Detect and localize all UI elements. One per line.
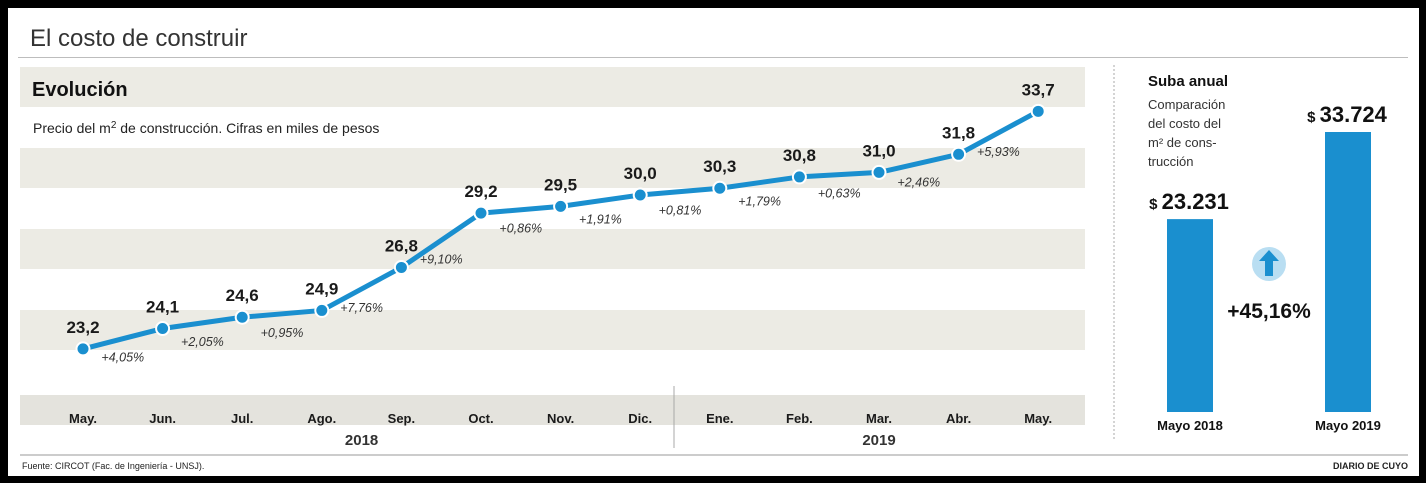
- data-point: [393, 259, 409, 275]
- data-label: 33,7: [1022, 80, 1055, 99]
- annual-subtitle-line: m² de cons-: [1148, 135, 1217, 150]
- bar-value-label: $ 33.724: [1307, 102, 1388, 127]
- x-tick-label: May.: [69, 411, 97, 426]
- bar-value-label: $ 23.231: [1149, 189, 1229, 214]
- change-label: +0,63%: [818, 187, 861, 201]
- data-label: 29,5: [544, 175, 577, 194]
- subtitle-part-1: Precio del m: [33, 120, 111, 136]
- data-point: [791, 169, 807, 185]
- change-label: +1,79%: [738, 195, 781, 209]
- data-point: [871, 164, 887, 180]
- data-point: [632, 187, 648, 203]
- data-point: [553, 198, 569, 214]
- band: [20, 67, 1085, 107]
- evolution-marks: 23,2 May. 24,1 Jun. 24,6 Jul. 24,9 Ago. 26,8 Sep.…: [66, 80, 1054, 449]
- x-tick-label: Abr.: [946, 411, 971, 426]
- data-label: 31,0: [862, 141, 895, 160]
- change-label: +9,10%: [420, 252, 463, 266]
- data-label: 31,8: [942, 123, 975, 142]
- annual-subtitle: Comparación del costo del m² de cons- tr…: [1148, 97, 1229, 169]
- x-tick-label: Mar.: [866, 411, 892, 426]
- up-arrow-icon: [1252, 247, 1286, 281]
- evolution-subtitle: Precio del m2 de construcción. Cifras en…: [33, 120, 379, 136]
- annual-subtitle-line: Comparación: [1148, 97, 1225, 112]
- change-label: +4,05%: [101, 351, 144, 365]
- data-point: [712, 180, 728, 196]
- band: [20, 229, 1085, 269]
- data-label: 30,0: [624, 164, 657, 183]
- bar: [1167, 219, 1213, 412]
- title-bar: El costo de construir: [18, 13, 1408, 58]
- bar: [1325, 132, 1371, 412]
- x-tick-label: Ago.: [307, 411, 336, 426]
- currency-symbol: $: [1307, 109, 1320, 126]
- x-tick-label: Dic.: [628, 411, 652, 426]
- annual-marks: $ 23.231 Mayo 2018 $ 33.724 Mayo 2019: [1149, 102, 1388, 433]
- data-point: [473, 205, 489, 221]
- background-bands: [20, 67, 1085, 425]
- data-label: 30,3: [703, 157, 736, 176]
- data-point: [314, 302, 330, 318]
- data-label: 30,8: [783, 146, 816, 165]
- page-title: El costo de construir: [30, 25, 248, 52]
- data-point: [234, 309, 250, 325]
- subtitle-part-2: de construcción. Cifras en miles de peso…: [116, 120, 379, 136]
- band: [20, 310, 1085, 350]
- bar-value: 23.231: [1162, 189, 1229, 214]
- data-label: 29,2: [464, 182, 497, 201]
- x-tick-label: Oct.: [468, 411, 493, 426]
- evolution-heading: Evolución: [32, 79, 128, 101]
- data-point: [1030, 103, 1046, 119]
- change-label: +0,86%: [499, 222, 542, 236]
- infographic-frame: El costo de construir Evolución Precio d…: [8, 8, 1419, 476]
- brand-name: DIARIO DE CUYO: [1333, 461, 1408, 471]
- year-label: 2019: [862, 432, 895, 449]
- data-point: [75, 341, 91, 357]
- change-label: +2,46%: [897, 175, 940, 189]
- data-label: 26,8: [385, 236, 418, 255]
- data-point: [951, 146, 967, 162]
- annual-panel: Suba anual Comparación del costo del m² …: [1148, 73, 1388, 433]
- change-label: +5,93%: [977, 145, 1020, 159]
- change-label: +1,91%: [579, 213, 622, 227]
- currency-symbol: $: [1149, 196, 1162, 213]
- data-label: 24,6: [226, 286, 259, 305]
- annual-subtitle-line: trucción: [1148, 154, 1194, 169]
- x-tick-label: Jul.: [231, 411, 253, 426]
- bar-category-label: Mayo 2019: [1315, 418, 1381, 433]
- x-tick-label: Nov.: [547, 411, 574, 426]
- up-arrow-shape: [1259, 250, 1279, 276]
- x-tick-label: Ene.: [706, 411, 733, 426]
- subtitle-superscript: 2: [111, 120, 117, 131]
- x-tick-label: Feb.: [786, 411, 813, 426]
- change-label: +0,81%: [659, 204, 702, 218]
- annual-change: +45,16%: [1227, 300, 1311, 323]
- change-label: +7,76%: [340, 301, 383, 315]
- source-note: Fuente: CIRCOT (Fac. de Ingeniería - UNS…: [22, 461, 204, 471]
- bar-category-label: Mayo 2018: [1157, 418, 1223, 433]
- data-label: 23,2: [66, 318, 99, 337]
- year-label: 2018: [345, 432, 378, 449]
- month-axis-band: [20, 395, 1085, 425]
- data-point: [155, 321, 171, 337]
- bar-value: 33.724: [1320, 102, 1388, 127]
- change-label: +2,05%: [181, 335, 224, 349]
- chart-canvas: Evolución Precio del m2 de construcción.…: [20, 65, 1408, 471]
- x-tick-label: May.: [1024, 411, 1052, 426]
- data-label: 24,1: [146, 298, 179, 317]
- evolution-panel: Evolución Precio del m2 de construcción.…: [20, 67, 1085, 449]
- x-tick-label: Sep.: [388, 411, 415, 426]
- annual-heading: Suba anual: [1148, 73, 1228, 90]
- change-label: +0,95%: [261, 326, 304, 340]
- x-tick-label: Jun.: [149, 411, 176, 426]
- annual-subtitle-line: del costo del: [1148, 116, 1221, 131]
- data-label: 24,9: [305, 279, 338, 298]
